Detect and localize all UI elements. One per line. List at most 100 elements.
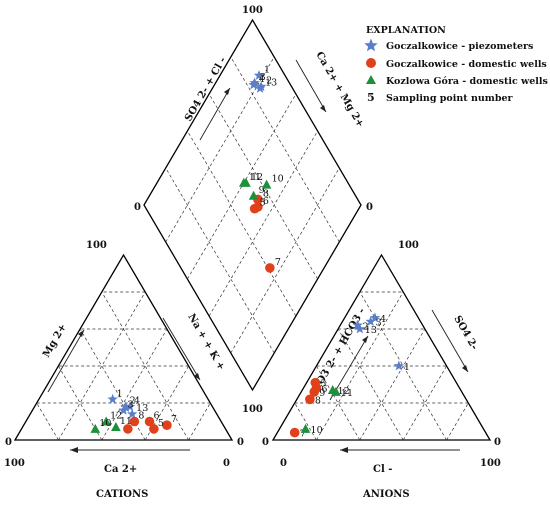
axis-arrows	[47, 59, 469, 453]
legend-title: EXPLANATION	[366, 25, 446, 36]
cation-bottom-left-tick: 100	[4, 458, 25, 469]
point-number-label: 13	[136, 403, 148, 414]
anion-bottom-left-tick: 0	[280, 458, 287, 469]
data-point-marker	[365, 316, 376, 326]
grid-line	[316, 291, 404, 441]
grid-line	[208, 130, 318, 317]
point-number-label: 8	[263, 188, 269, 199]
point-number-label: 7	[171, 414, 177, 425]
point-number-label: 1	[264, 65, 270, 76]
data-point-marker	[248, 79, 259, 90]
grid-line	[58, 291, 146, 441]
legend: EXPLANATION Goczalkowice - piezometers G…	[364, 25, 548, 104]
anion-left-tick: 0	[262, 437, 269, 448]
grid-line	[337, 328, 404, 441]
point-number-label: 9	[259, 185, 265, 196]
legend-circle-marker	[366, 58, 376, 68]
anion-title: ANIONS	[362, 489, 410, 500]
data-point-marker	[144, 416, 155, 427]
point-number-label: 2	[266, 76, 272, 87]
cation-right-tick: 0	[237, 437, 244, 448]
point-number-label: 6	[321, 384, 327, 395]
data-point-marker	[126, 408, 138, 419]
point-number-label: 5	[320, 379, 326, 390]
data-point-marker	[327, 385, 338, 395]
data-points: 1243136759812101143213156987111210123413…	[90, 65, 410, 440]
point-number-label: 5	[260, 198, 266, 209]
grid-line	[187, 130, 297, 317]
data-point-marker	[124, 401, 136, 412]
point-number-label: 9	[319, 388, 325, 399]
data-point-marker	[101, 416, 111, 426]
point-number-label: 12	[110, 411, 122, 422]
data-point-marker	[248, 190, 259, 200]
grid-line	[188, 402, 211, 441]
point-number-label: 12	[251, 172, 263, 183]
data-point-marker	[309, 387, 320, 397]
diamond-left-tick: 0	[134, 202, 141, 213]
point-number-label: 6	[154, 411, 160, 422]
anion-bottom-axis-label: Cl -	[373, 464, 392, 475]
data-point-marker	[261, 179, 272, 189]
diamond-left-axis-label: SO4 2- + Cl -	[183, 55, 229, 123]
point-number-label: 1	[117, 388, 123, 399]
data-point-marker	[123, 424, 133, 434]
point-number-label: 5	[158, 418, 164, 429]
legend-label: Goczalkowice - piezometers	[386, 41, 533, 52]
grid-line	[359, 328, 426, 441]
point-number-label: 3	[376, 318, 382, 329]
point-number-label: 3	[128, 399, 134, 410]
grid-line	[230, 56, 340, 243]
point-number-label: 1	[404, 362, 410, 373]
data-point-marker	[369, 312, 381, 323]
grid-line	[101, 328, 168, 441]
cation-left-tick: 0	[5, 437, 12, 448]
data-point-marker	[120, 401, 131, 412]
data-point-marker	[253, 70, 265, 80]
data-point-marker	[393, 360, 405, 371]
data-point-marker	[149, 424, 159, 434]
diamond-right-axis-label: Ca 2+ + Mg 2+	[313, 50, 365, 130]
grid-line	[446, 402, 469, 441]
point-number-label: 8	[138, 411, 144, 422]
diamond-right-tick: 0	[366, 202, 373, 213]
legend-number-marker: 5	[367, 91, 375, 104]
diamond-bottom-tick: 100	[242, 404, 263, 415]
cation-title: CATIONS	[96, 489, 148, 500]
point-number-label: 13	[265, 77, 277, 88]
data-point-marker	[300, 423, 311, 433]
grid-line	[79, 328, 146, 441]
grid-line	[165, 167, 275, 354]
point-number-label: 2	[130, 396, 136, 407]
point-number-label: 10	[272, 174, 284, 185]
legend-entry-sampling-number: 5 Sampling point number	[367, 91, 514, 104]
data-point-marker	[90, 423, 101, 433]
data-point-marker	[352, 319, 363, 330]
data-point-marker	[129, 416, 140, 427]
grid-line	[359, 291, 447, 441]
point-number-label: 12	[338, 386, 350, 397]
anion-apex-tick: 100	[398, 240, 419, 251]
grid-line	[36, 402, 59, 441]
point-number-label: 13	[365, 325, 377, 336]
data-point-marker	[162, 420, 172, 431]
data-point-marker	[354, 323, 365, 334]
point-number-label: 10	[99, 418, 111, 429]
data-point-marker	[265, 263, 275, 273]
point-number-label: 11	[341, 388, 353, 399]
point-number-label: 4	[134, 396, 140, 407]
diamond-frame	[143, 18, 362, 392]
legend-entry-piezometers: Goczalkowice - piezometers	[364, 38, 533, 52]
data-point-marker	[111, 422, 121, 432]
point-number-label: 7	[300, 429, 306, 440]
grid-line	[101, 291, 189, 441]
data-point-marker	[305, 394, 315, 405]
point-number-label: 3	[260, 72, 266, 83]
grid-line	[165, 56, 275, 243]
diamond-top-tick: 100	[242, 5, 263, 16]
cation-apex-tick: 100	[86, 240, 107, 251]
point-number-label: 7	[275, 257, 281, 268]
point-number-label: 4	[380, 314, 386, 325]
cation-bottom-axis-label: Ca 2+	[104, 464, 137, 475]
